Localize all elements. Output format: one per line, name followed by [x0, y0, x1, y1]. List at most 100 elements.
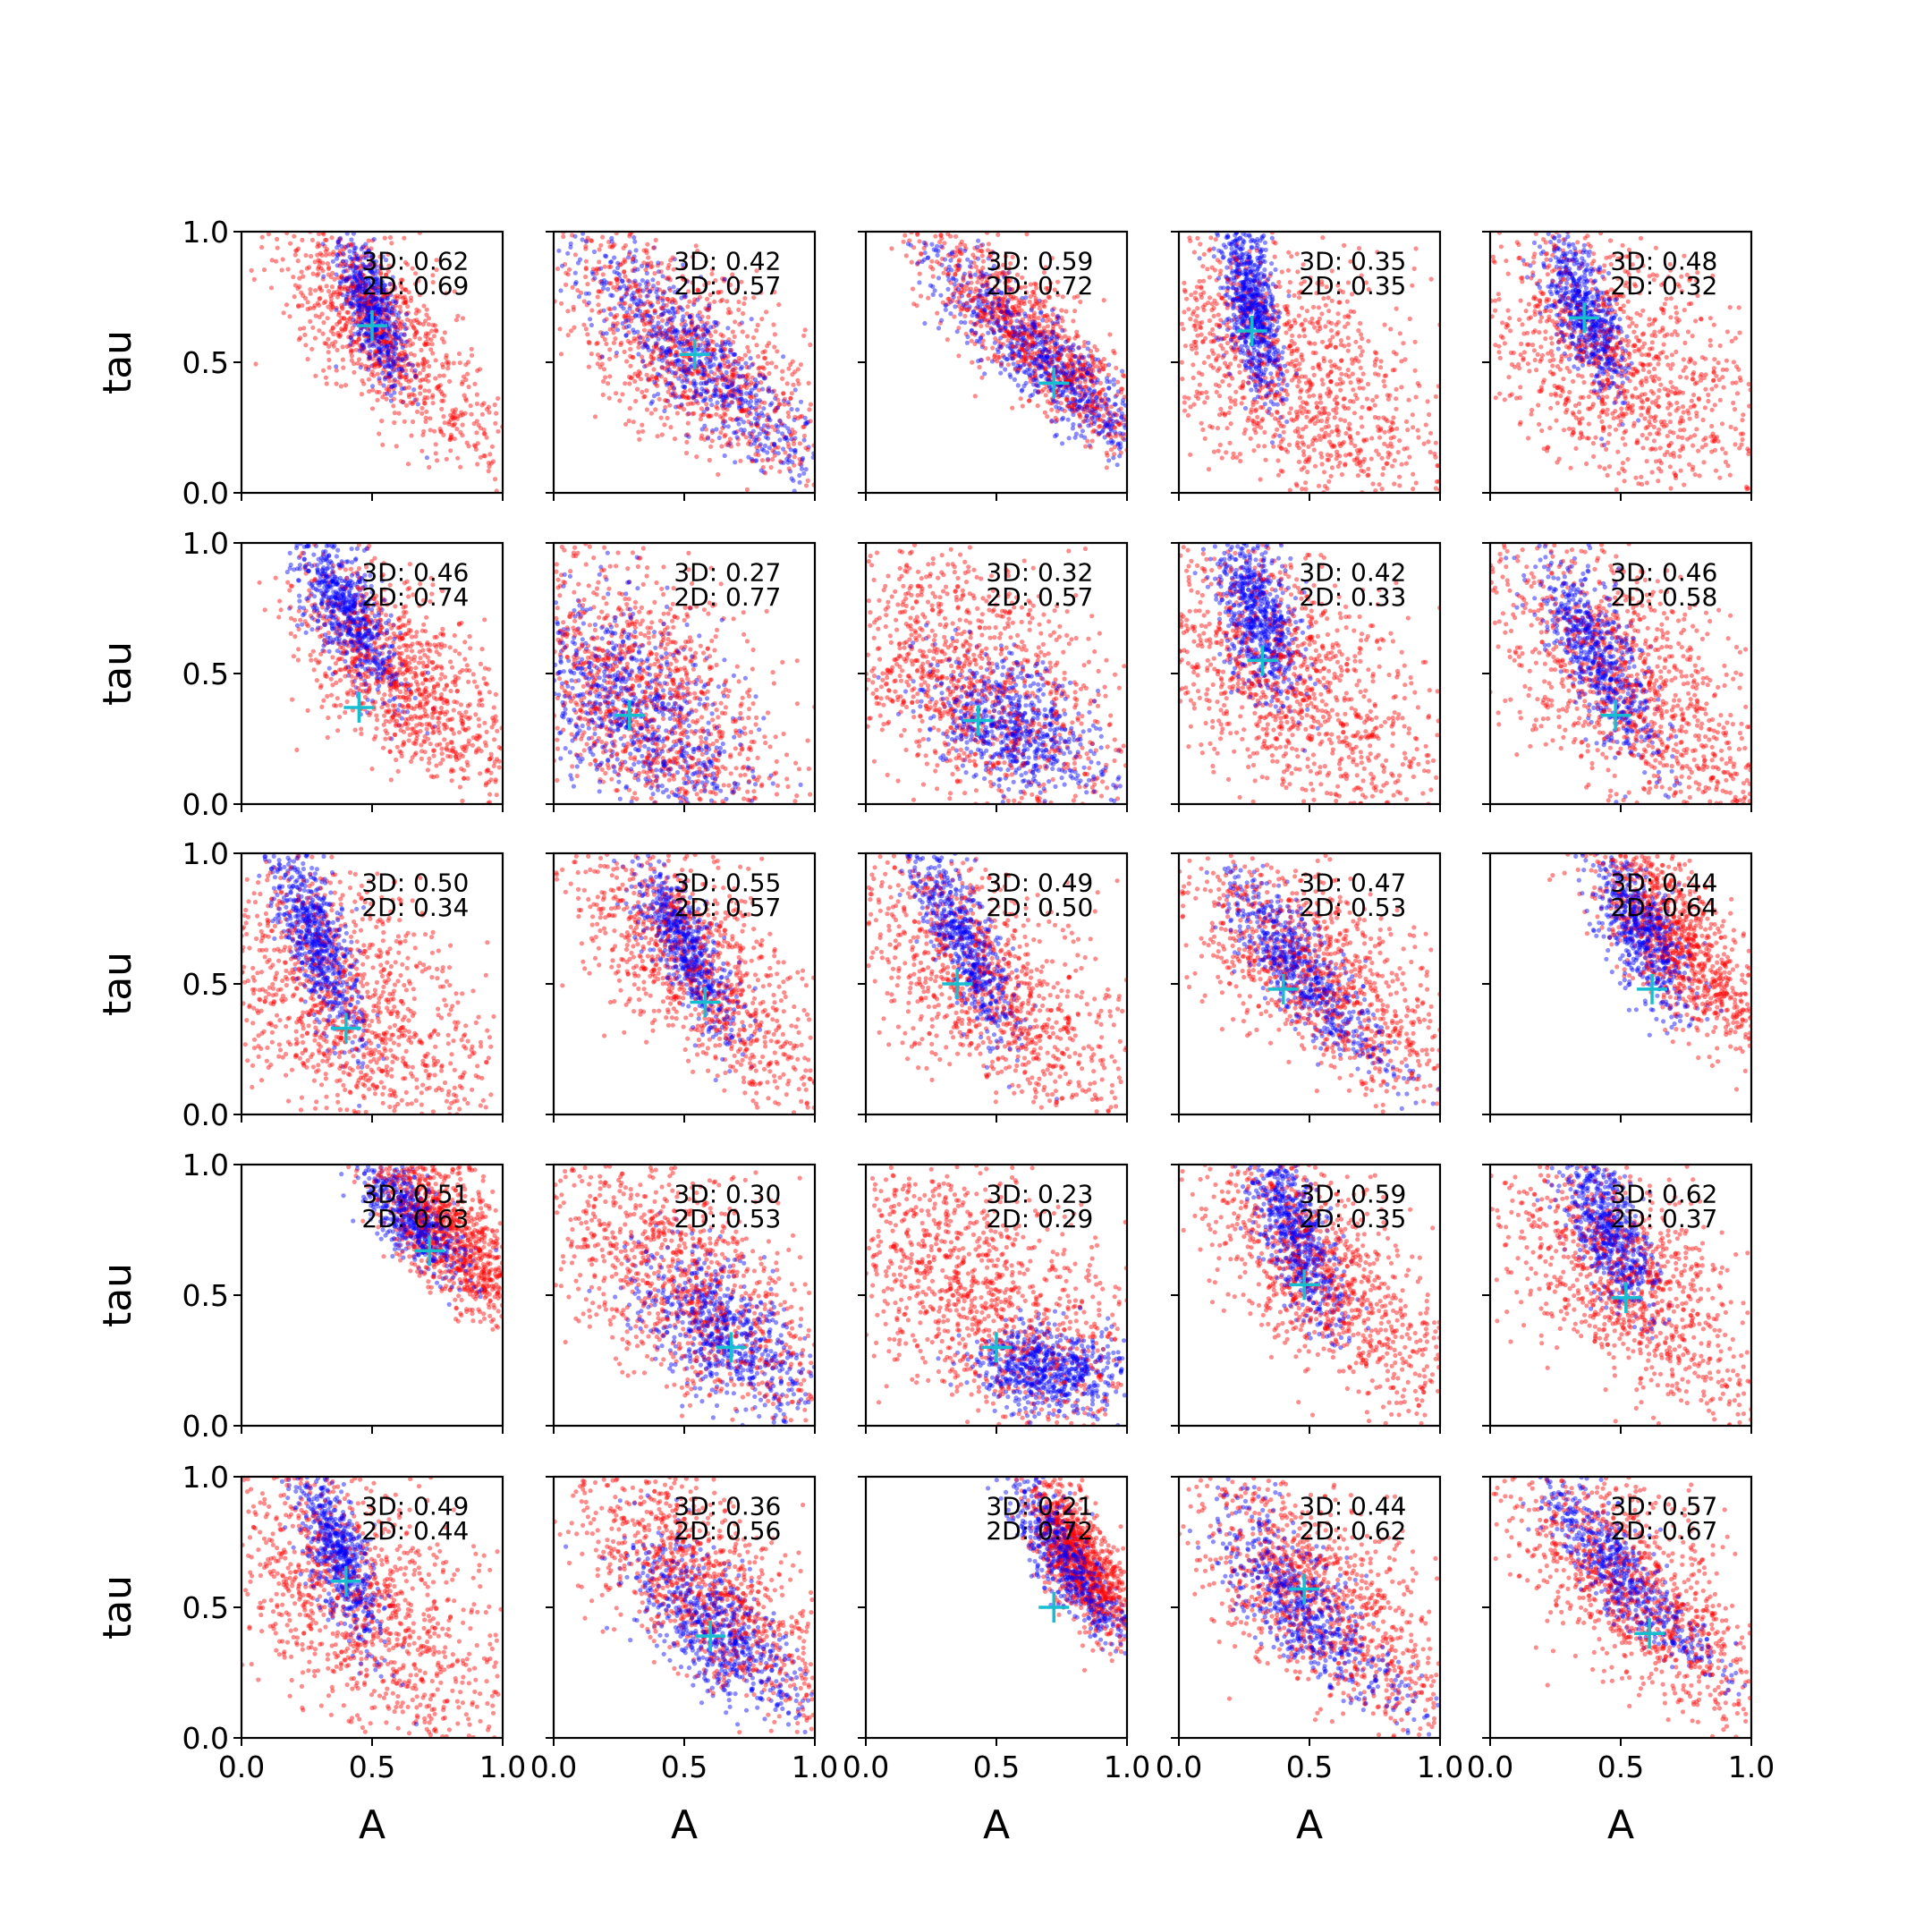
point-red — [683, 450, 690, 456]
point-blue — [377, 288, 383, 294]
point-blue — [609, 239, 614, 244]
point-blue — [656, 320, 661, 326]
point-red — [330, 304, 335, 309]
point-red — [614, 276, 619, 283]
point-red — [650, 315, 656, 321]
point-blue — [608, 292, 614, 298]
point-red — [786, 366, 792, 371]
point-red — [298, 335, 303, 341]
point-red — [429, 394, 436, 400]
point-red — [911, 245, 917, 250]
point-red — [635, 374, 640, 379]
point-red — [307, 265, 312, 270]
point-blue — [356, 299, 361, 304]
point-blue — [371, 286, 377, 292]
point-blue — [775, 424, 781, 429]
point-red — [394, 363, 399, 369]
point-blue — [681, 314, 686, 319]
point-red — [643, 341, 648, 346]
point-blue — [761, 429, 767, 435]
point-blue — [343, 278, 349, 284]
point-red — [656, 314, 661, 319]
point-blue — [363, 287, 369, 293]
point-red — [345, 288, 351, 293]
point-red — [411, 419, 416, 425]
point-blue — [1010, 350, 1015, 355]
point-blue — [599, 354, 605, 360]
point-blue — [720, 394, 726, 400]
point-blue — [667, 309, 673, 315]
point-red — [338, 261, 343, 267]
point-red — [332, 276, 337, 282]
point-red — [382, 342, 387, 347]
point-blue — [762, 376, 767, 381]
point-red — [646, 282, 651, 287]
point-blue — [559, 263, 565, 268]
point-blue — [755, 418, 760, 423]
point-red — [1017, 302, 1022, 309]
point-blue — [659, 344, 665, 351]
point-red — [980, 258, 986, 264]
point-blue — [686, 434, 691, 439]
point-red — [640, 335, 646, 341]
point-blue — [370, 303, 376, 309]
point-red — [742, 352, 748, 358]
point-red — [391, 284, 397, 289]
point-red — [464, 440, 470, 445]
point-blue — [379, 370, 386, 376]
point-blue — [374, 297, 379, 302]
point-red — [628, 232, 633, 237]
point-red — [330, 252, 336, 258]
point-blue — [701, 388, 707, 394]
point-blue — [715, 400, 720, 405]
point-red — [648, 352, 655, 358]
point-red — [375, 332, 380, 338]
point-blue — [733, 386, 738, 392]
point-blue — [996, 302, 1002, 308]
point-red — [448, 432, 453, 437]
point-red — [337, 333, 343, 338]
point-blue — [707, 364, 712, 369]
point-red — [426, 322, 431, 327]
point-red — [369, 369, 375, 375]
point-red — [345, 285, 351, 291]
point-red — [296, 337, 301, 343]
point-red — [417, 336, 422, 342]
point-red — [565, 272, 571, 277]
point-blue — [701, 334, 707, 339]
point-blue — [381, 289, 386, 294]
point-red — [594, 341, 599, 346]
point-blue — [655, 294, 660, 300]
point-blue — [781, 354, 786, 360]
point-red — [750, 335, 757, 341]
point-blue — [778, 460, 784, 465]
point-blue — [724, 394, 729, 399]
point-red — [390, 334, 395, 339]
point-blue — [379, 307, 385, 312]
point-red — [363, 363, 369, 369]
point-red — [379, 316, 385, 322]
point-red — [631, 419, 636, 425]
point-red — [384, 386, 389, 392]
point-red — [655, 331, 660, 336]
point-red — [996, 354, 1002, 360]
point-red — [755, 322, 760, 328]
point-blue — [371, 297, 377, 302]
point-blue — [412, 397, 418, 402]
point-red — [647, 361, 653, 367]
point-red — [343, 275, 349, 281]
point-blue — [379, 298, 385, 303]
point-red — [291, 275, 296, 280]
point-blue — [366, 264, 371, 269]
point-blue — [361, 250, 368, 256]
point-blue — [334, 272, 339, 277]
point-blue — [714, 343, 719, 348]
point-blue — [691, 383, 697, 388]
point-blue — [748, 403, 753, 409]
point-blue — [945, 267, 951, 273]
point-red — [760, 464, 766, 470]
point-red — [366, 238, 371, 243]
point-blue — [393, 342, 398, 347]
point-red — [421, 428, 427, 434]
point-red — [369, 246, 374, 251]
